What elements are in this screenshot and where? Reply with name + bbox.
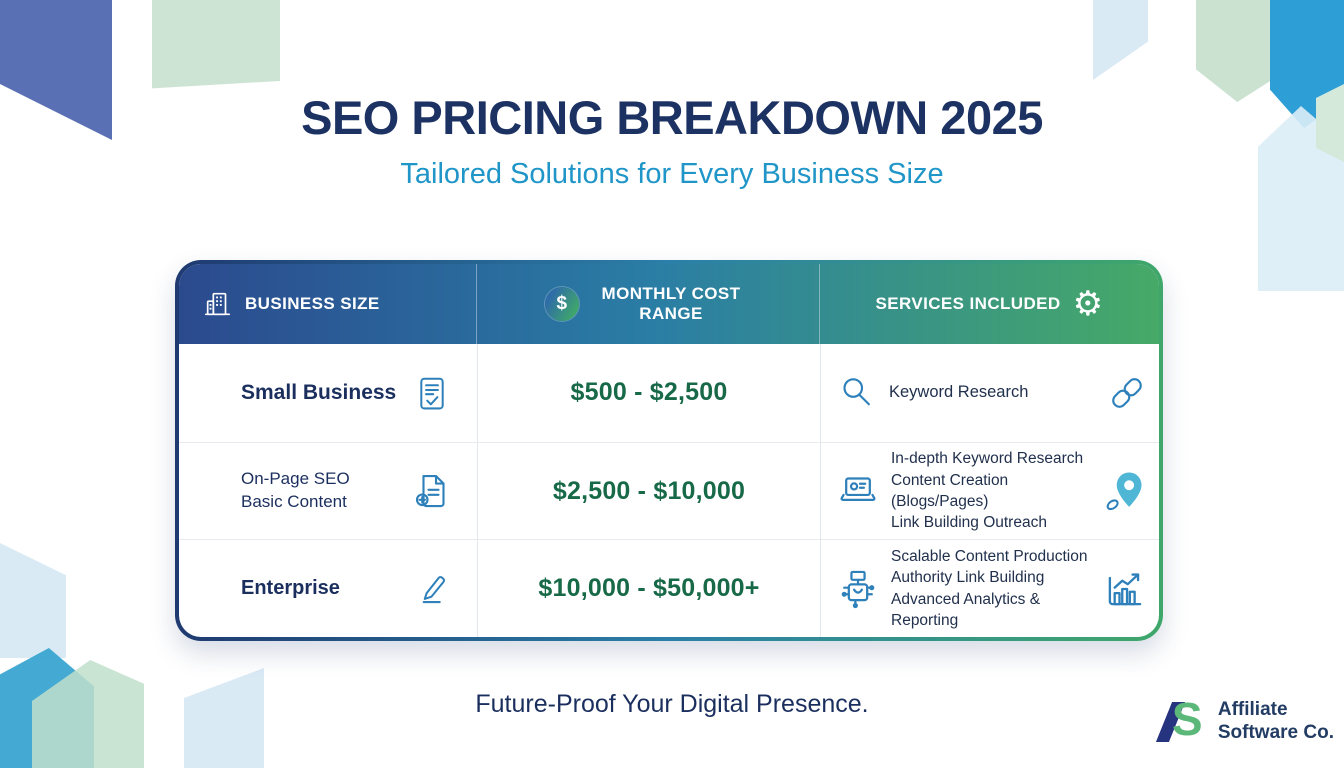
business-cell: On-Page SEO Basic Content: [179, 441, 477, 540]
column-header-label: BUSINESS SIZE: [245, 294, 380, 313]
table-row-onpage-seo: On-Page SEO Basic Content $2,500 - $10,0…: [179, 441, 1159, 540]
decor-hexagon-top-left-green: [152, 0, 280, 89]
services-line: Scalable Content Production: [891, 547, 1088, 565]
decor-hexagon-bottom-left-pale: [0, 543, 66, 658]
price-cell: $500 - $2,500: [477, 344, 820, 442]
page-subtitle: Tailored Solutions for Every Business Si…: [400, 158, 944, 190]
price-cell: $10,000 - $50,000+: [477, 539, 820, 637]
business-title-line1: On-Page SEO: [241, 469, 350, 489]
table-row-small-business: Small Business $500 - $2,500 Keyword Res…: [179, 344, 1159, 442]
business-title: Enterprise: [241, 577, 340, 600]
business-title: Small Business: [241, 380, 397, 404]
automation-chip-icon: [841, 570, 875, 608]
footer-tagline: Future-Proof Your Digital Presence.: [475, 690, 869, 718]
column-header-business-size: BUSINESS SIZE: [179, 264, 477, 344]
services-line: Authority Link Building: [891, 569, 1045, 587]
gear-icon: ⚙: [1072, 284, 1104, 324]
decor-hexagon-top-right-green: [1196, 0, 1282, 102]
services-line: Link Building Outreach: [891, 514, 1047, 532]
column-header-services: SERVICES INCLUDED ⚙: [820, 264, 1159, 344]
chain-link-icon: [1112, 378, 1142, 408]
services-cell: Scalable Content Production Authority Li…: [820, 539, 1159, 637]
pricing-table: BUSINESS SIZE $ MONTHLY COST RANGE SERVI…: [175, 260, 1163, 641]
table-row-enterprise: Enterprise $10,000 - $50,000+: [179, 539, 1159, 637]
services-cell: In-depth Keyword Research Content Creati…: [820, 441, 1159, 540]
magnifier-icon: [843, 378, 870, 406]
building-icon: [204, 292, 231, 316]
decor-hexagon-right-green: [1316, 84, 1344, 162]
dollar-circle-icon: $: [545, 287, 579, 321]
pricing-table-inner: BUSINESS SIZE $ MONTHLY COST RANGE SERVI…: [179, 264, 1159, 637]
logo-name-line1: Affiliate: [1217, 699, 1288, 721]
price-cell: $2,500 - $10,000: [477, 441, 820, 540]
page-title: SEO PRICING BREAKDOWN 2025: [301, 91, 1043, 144]
location-pin-icon: [1106, 472, 1142, 511]
business-cell: Small Business: [179, 344, 477, 442]
services-text: Keyword Research: [889, 383, 1029, 402]
business-title-line2: Basic Content: [241, 492, 347, 511]
services-line: In-depth Keyword Research: [891, 450, 1084, 468]
document-plus-icon: [415, 474, 445, 508]
logo-name-line2: Software Co.: [1217, 722, 1334, 743]
business-cell: Enterprise: [179, 539, 477, 637]
column-header-label: SERVICES INCLUDED: [875, 294, 1061, 313]
column-header-label: MONTHLY COST RANGE: [601, 283, 741, 323]
services-line: Content Creation (Blogs/Pages): [891, 471, 1009, 510]
logo-company-name: Affiliate Software Co.: [1218, 699, 1334, 745]
company-logo: S Affiliate Software Co.: [1152, 693, 1334, 748]
column-header-monthly-cost: $ MONTHLY COST RANGE: [477, 264, 820, 344]
decor-hexagon-top-right-pale: [1093, 0, 1148, 80]
logo-monogram-icon: S: [1152, 693, 1210, 748]
services-text: Scalable Content Production Authority Li…: [887, 546, 1095, 632]
pencil-icon: [422, 575, 445, 603]
bar-chart-icon: [1108, 573, 1142, 605]
logo-s-letter: S: [1171, 693, 1203, 745]
services-line: Advanced Analytics & Reporting: [891, 590, 1041, 630]
services-cell: Keyword Research: [820, 344, 1159, 442]
services-text: In-depth Keyword Research Content Creati…: [887, 448, 1095, 534]
table-header-row: BUSINESS SIZE $ MONTHLY COST RANGE SERVI…: [179, 264, 1159, 344]
laptop-icon: [840, 477, 876, 502]
business-title: On-Page SEO Basic Content: [241, 468, 350, 514]
checklist-document-icon: [420, 377, 444, 410]
